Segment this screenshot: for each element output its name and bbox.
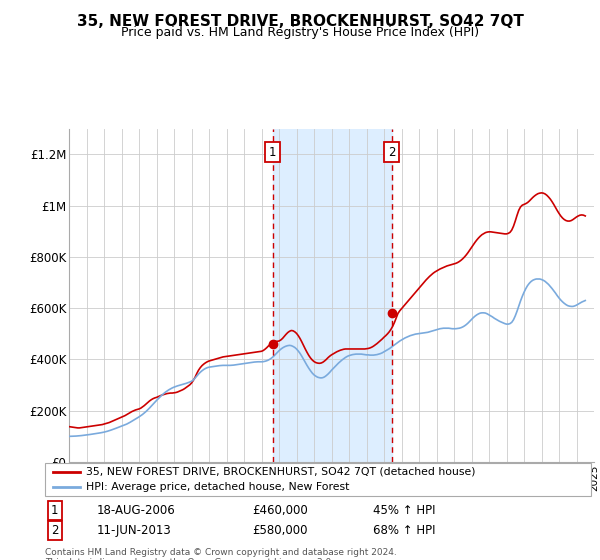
Text: £460,000: £460,000 — [253, 504, 308, 517]
Text: 45% ↑ HPI: 45% ↑ HPI — [373, 504, 435, 517]
Text: Contains HM Land Registry data © Crown copyright and database right 2024.
This d: Contains HM Land Registry data © Crown c… — [45, 548, 397, 560]
Text: 11-JUN-2013: 11-JUN-2013 — [97, 524, 172, 537]
Text: Price paid vs. HM Land Registry's House Price Index (HPI): Price paid vs. HM Land Registry's House … — [121, 26, 479, 39]
FancyBboxPatch shape — [45, 463, 591, 496]
Text: HPI: Average price, detached house, New Forest: HPI: Average price, detached house, New … — [86, 482, 349, 492]
Bar — [272, 129, 392, 462]
Text: 2: 2 — [388, 146, 395, 158]
Text: £580,000: £580,000 — [253, 524, 308, 537]
Text: 1: 1 — [51, 504, 59, 517]
Text: 35, NEW FOREST DRIVE, BROCKENHURST, SO42 7QT (detached house): 35, NEW FOREST DRIVE, BROCKENHURST, SO42… — [86, 467, 475, 477]
Text: 35, NEW FOREST DRIVE, BROCKENHURST, SO42 7QT: 35, NEW FOREST DRIVE, BROCKENHURST, SO42… — [77, 14, 523, 29]
Text: 2: 2 — [51, 524, 59, 537]
Text: 68% ↑ HPI: 68% ↑ HPI — [373, 524, 435, 537]
Text: 1: 1 — [269, 146, 276, 158]
Text: 18-AUG-2006: 18-AUG-2006 — [97, 504, 176, 517]
